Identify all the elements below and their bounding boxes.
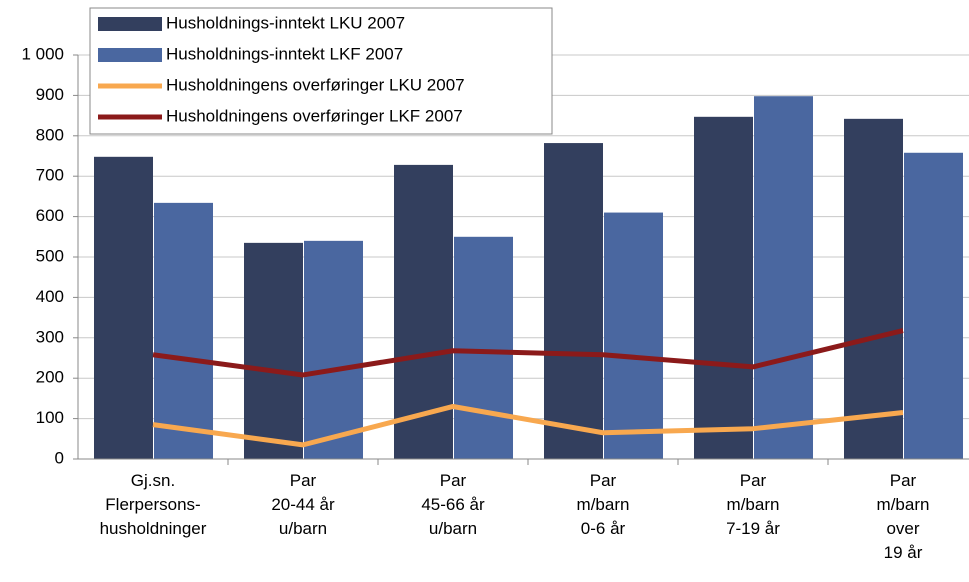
y-tick-label: 100 xyxy=(36,408,64,427)
bar xyxy=(154,202,213,459)
y-tick-label: 200 xyxy=(36,368,64,387)
y-tick-label: 400 xyxy=(36,287,64,306)
x-tick-label: Par 45-66 år u/barn xyxy=(421,471,485,538)
y-tick-label: 0 xyxy=(55,448,64,467)
bar xyxy=(304,240,363,459)
bar xyxy=(754,96,813,459)
bar xyxy=(94,156,153,460)
legend-swatch xyxy=(98,48,162,62)
y-tick-label: 500 xyxy=(36,246,64,265)
line xyxy=(152,328,904,378)
legend-label: Husholdnings-inntekt LKF 2007 xyxy=(166,44,403,63)
legend-label: Husholdningens overføringer LKF 2007 xyxy=(166,106,463,125)
bar xyxy=(904,152,963,459)
y-tick-label: 600 xyxy=(36,206,64,225)
line xyxy=(152,403,904,448)
bar xyxy=(694,116,753,459)
x-tick-label: Par m/barn 0-6 år xyxy=(576,471,630,538)
x-tick-label: Gj.sn. Flerpersons- husholdninger xyxy=(99,471,207,538)
legend-label: Husholdnings-inntekt LKU 2007 xyxy=(166,13,405,32)
legend-label: Husholdningens overføringer LKU 2007 xyxy=(166,75,465,94)
x-tick-label: Par 20-44 år u/barn xyxy=(271,471,335,538)
y-tick-label: 300 xyxy=(36,327,64,346)
bar xyxy=(604,212,663,459)
x-tick-label: Par m/barn over 19 år xyxy=(876,471,930,562)
bar xyxy=(244,242,303,459)
bar xyxy=(544,143,603,459)
legend-box xyxy=(89,7,553,135)
legend-swatch xyxy=(98,17,162,31)
y-tick-label: 1 000 xyxy=(21,44,64,63)
y-tick-label: 800 xyxy=(36,125,64,144)
x-tick-label: Par m/barn 7-19 år xyxy=(726,471,780,538)
y-tick-label: 900 xyxy=(36,85,64,104)
bar xyxy=(454,236,513,459)
bar xyxy=(844,118,903,459)
y-tick-label: 700 xyxy=(36,166,64,185)
